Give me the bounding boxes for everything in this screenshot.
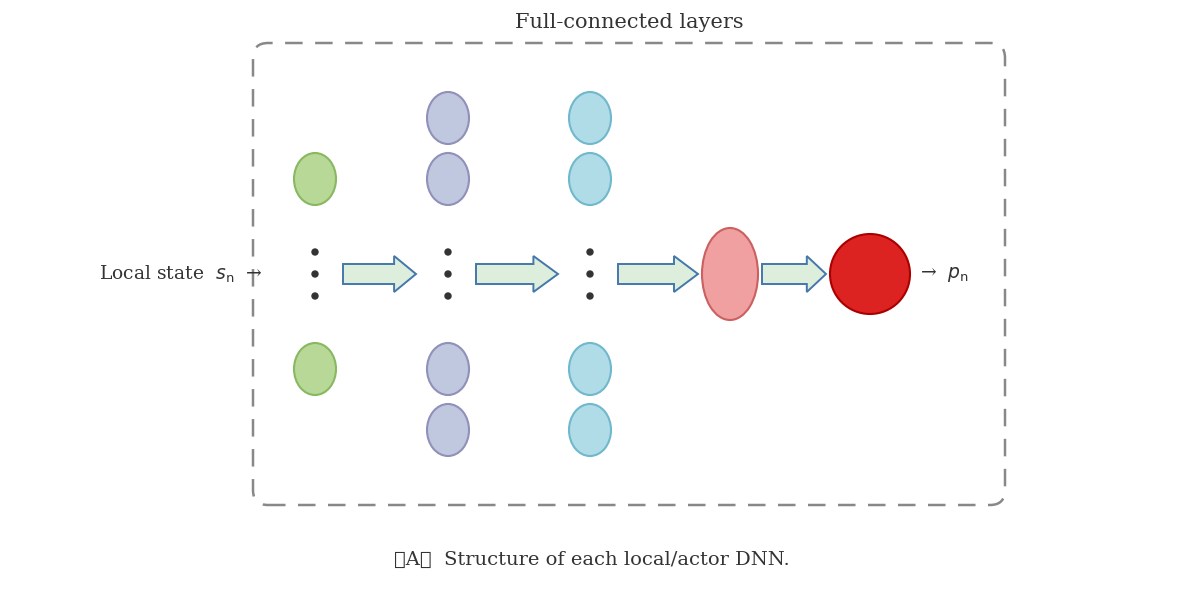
Ellipse shape [294,153,336,205]
Ellipse shape [445,271,451,277]
Ellipse shape [313,293,318,299]
Ellipse shape [570,153,611,205]
Text: Full-connected layers: Full-connected layers [515,12,744,31]
Text: Local state  $s_{\mathrm{n}}$  →: Local state $s_{\mathrm{n}}$ → [99,263,263,285]
Ellipse shape [445,249,451,255]
Ellipse shape [427,343,469,395]
Ellipse shape [445,293,451,299]
Ellipse shape [570,343,611,395]
Ellipse shape [570,92,611,144]
Polygon shape [762,256,826,292]
Text: （A）  Structure of each local/actor DNN.: （A） Structure of each local/actor DNN. [394,551,790,569]
Polygon shape [618,256,699,292]
Ellipse shape [427,153,469,205]
Ellipse shape [570,404,611,456]
Ellipse shape [313,271,318,277]
Ellipse shape [294,343,336,395]
Polygon shape [476,256,558,292]
Ellipse shape [587,249,593,255]
Ellipse shape [702,228,758,320]
Polygon shape [343,256,416,292]
Ellipse shape [587,271,593,277]
Ellipse shape [830,234,910,314]
Text: →  $p_{\mathrm{n}}$: → $p_{\mathrm{n}}$ [920,265,969,284]
Ellipse shape [427,92,469,144]
Ellipse shape [587,293,593,299]
Ellipse shape [427,404,469,456]
Ellipse shape [313,249,318,255]
